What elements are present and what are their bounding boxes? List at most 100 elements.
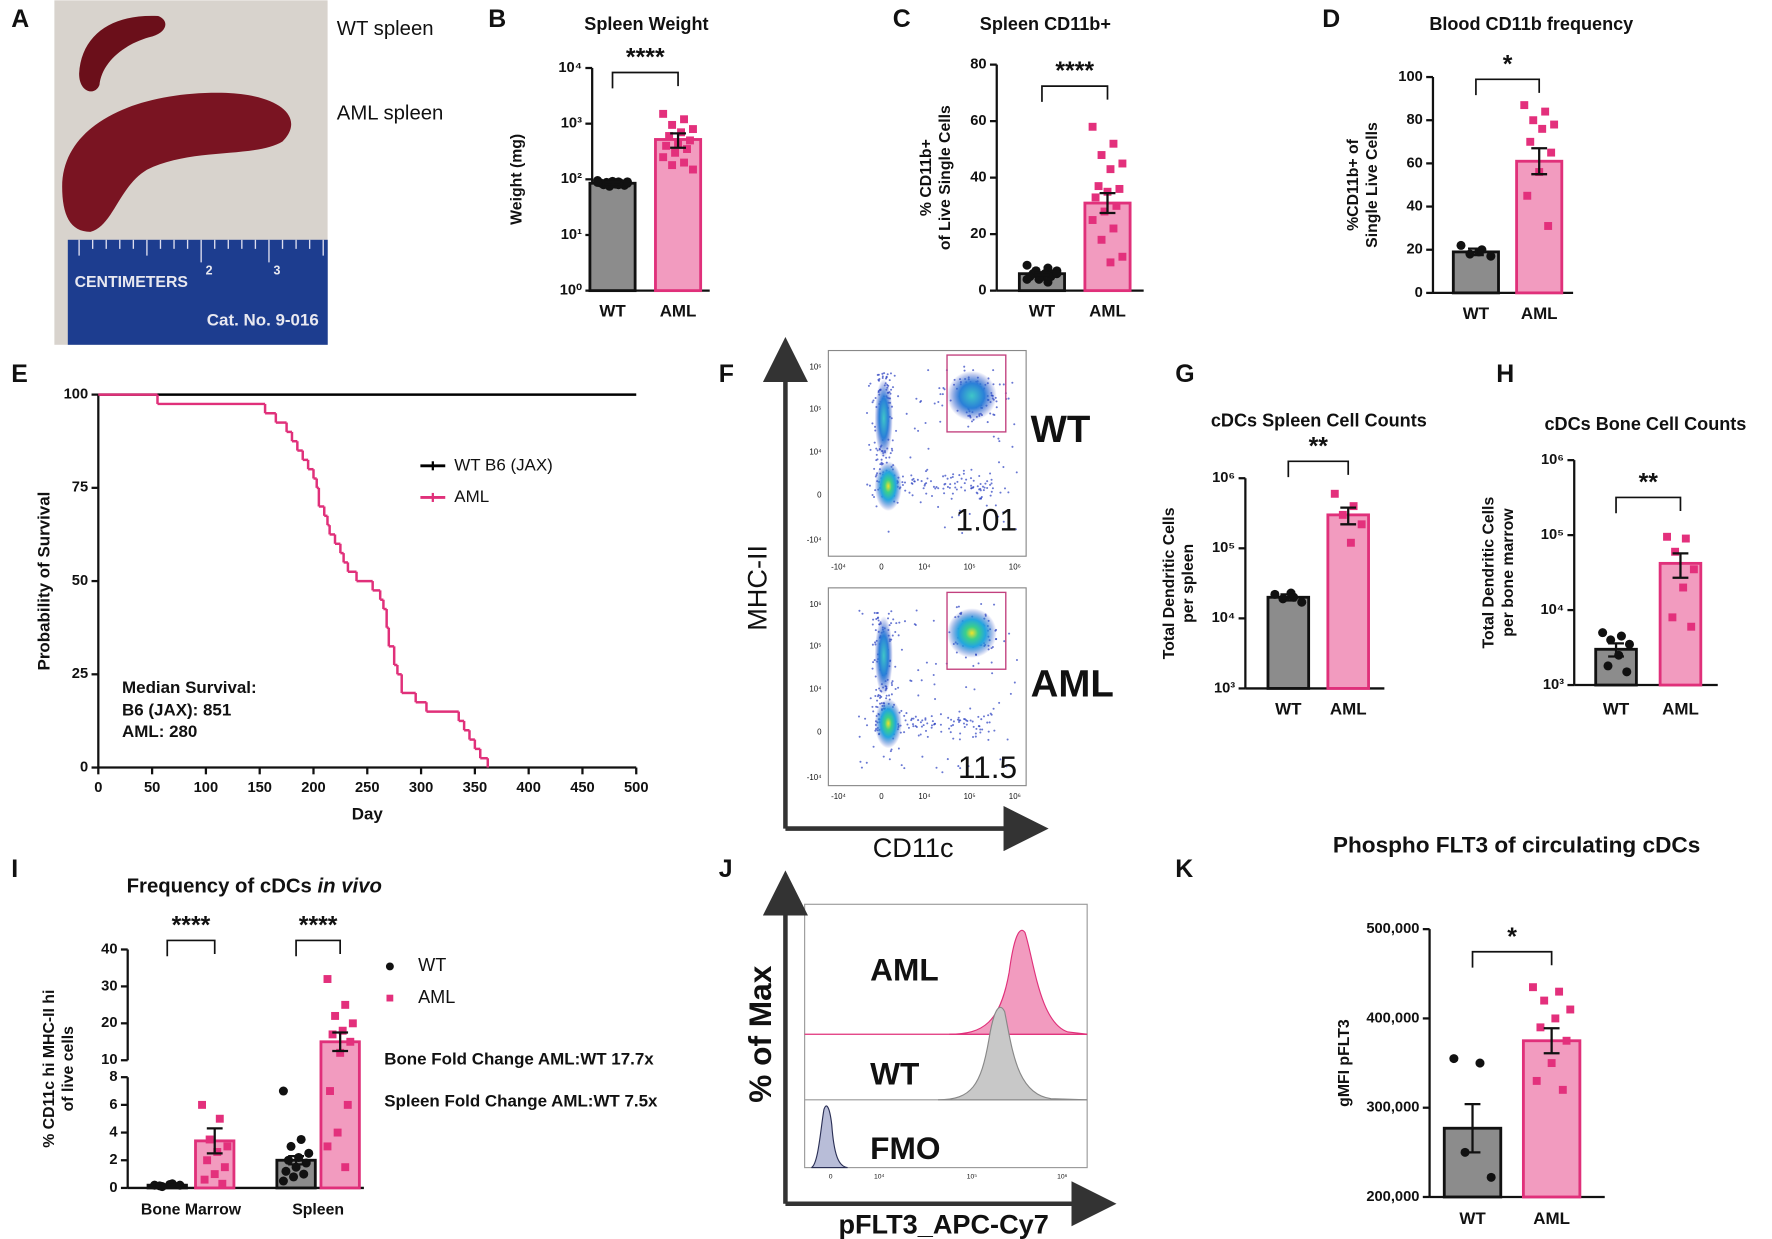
data-point: [1270, 589, 1280, 599]
y-tick-label: 40: [101, 941, 117, 957]
annotation: B6 (JAX): 851: [122, 701, 231, 720]
data-point: [689, 125, 697, 134]
flow-dot: [951, 475, 954, 479]
data-point: [1115, 184, 1124, 193]
flow-dot: [877, 616, 880, 619]
flow-dot: [922, 487, 925, 490]
flow-dot: [1013, 423, 1016, 426]
annotation: Spleen Fold Change AML:WT 7.5x: [384, 1092, 658, 1111]
flow-dot: [897, 634, 900, 637]
flow-dot: [871, 667, 874, 670]
flow-dot: [943, 492, 946, 495]
flow-panel: MHC-II CD11c WT AML 1.01 11.5: [742, 336, 1114, 863]
flow-dot: [947, 716, 950, 719]
flow-dot: [993, 603, 996, 606]
data-point: [338, 1026, 347, 1035]
flow-dot: [969, 477, 973, 480]
flow-dot: [991, 487, 994, 490]
flow-dot: [904, 489, 907, 492]
data-point: [1094, 182, 1103, 191]
y-axis-label: Weight (mg): [509, 134, 526, 225]
flow-dot: [932, 673, 935, 677]
flow-dot: [914, 725, 917, 728]
flow-dot: [881, 372, 884, 375]
data-point: [281, 1166, 291, 1176]
y-tick-label: 100: [64, 386, 89, 402]
flow-dot: [979, 482, 982, 486]
flow-dot: [885, 456, 888, 459]
data-point: [203, 1156, 212, 1165]
error-bar: [604, 180, 621, 186]
flow-dot: [974, 735, 977, 738]
significance-label: ****: [172, 911, 211, 939]
flow-dot: [927, 369, 930, 372]
y-tick-label: 10¹: [561, 227, 582, 243]
flow-dot: [986, 421, 989, 424]
data-point: [1526, 137, 1535, 146]
flow-dot: [865, 724, 869, 727]
panel-label: F: [719, 360, 734, 388]
data-point: [1043, 277, 1053, 287]
legend-label: AML: [454, 487, 489, 506]
flow-dot: [976, 485, 979, 488]
y-tick-label: 50: [72, 573, 88, 589]
flow-dot: [924, 718, 927, 721]
flow-dot: [987, 730, 990, 733]
error-bar: [332, 1031, 349, 1053]
flow-dot: [913, 480, 916, 483]
significance-label: ****: [1055, 57, 1094, 85]
flow-dot: [999, 758, 1002, 761]
flow-dot: [940, 730, 943, 733]
y-tick-label: 80: [1406, 112, 1422, 128]
flow-dot: [921, 755, 924, 758]
data-point: [1475, 1058, 1485, 1068]
flow-dot: [915, 609, 918, 612]
y-tick-label: 20: [970, 226, 986, 242]
tick-label: 0: [879, 563, 884, 572]
data-point: [1562, 1036, 1571, 1045]
flow-dot: [901, 481, 904, 484]
flow-dot: [917, 669, 920, 672]
flow-dot: [885, 697, 888, 700]
x-tick-label: 50: [144, 780, 160, 796]
flow-dot: [932, 619, 935, 622]
flow-dot: [1014, 528, 1017, 531]
error-bar: [1034, 271, 1050, 277]
flow-dot: [911, 494, 914, 497]
y-tick-label: 10⁴: [1212, 610, 1236, 626]
density: [947, 370, 997, 421]
flow-dot: [880, 458, 883, 461]
y-axis-label: gMFI pFLT3: [1336, 1019, 1353, 1107]
data-point: [1532, 1076, 1541, 1085]
data-point: [668, 120, 677, 129]
ruler-ticks: [78, 239, 324, 263]
flow-dot: [937, 400, 940, 403]
flow-dot: [887, 530, 890, 533]
flow-dot: [993, 729, 996, 732]
ruler-label: CENTIMETERS: [75, 274, 188, 291]
data-point: [299, 1169, 309, 1179]
data-point: [175, 1180, 185, 1190]
tick-label: 0: [817, 490, 822, 499]
data-point: [1616, 631, 1626, 641]
flow-dot: [891, 680, 894, 683]
flow-dot: [937, 487, 940, 490]
flow-dot: [992, 707, 995, 710]
gate-value: 11.5: [958, 749, 1017, 785]
significance-bracket: [611, 71, 679, 89]
flow-dot: [997, 437, 1000, 440]
data-point: [343, 1100, 352, 1109]
data-point: [1109, 139, 1118, 148]
flow-dot: [972, 736, 975, 739]
flow-dot: [958, 738, 961, 741]
flow-dot: [894, 665, 897, 668]
flow-dot: [952, 473, 955, 476]
y-tick-label: 10⁵: [1212, 540, 1235, 556]
flow-dot: [864, 717, 867, 720]
flow-dot: [900, 648, 903, 651]
data-point: [662, 141, 671, 150]
data-point: [1100, 207, 1109, 216]
y-tick-label: 10⁴: [1540, 602, 1564, 618]
data-point: [1091, 193, 1100, 202]
aml-spleen: [62, 92, 292, 232]
